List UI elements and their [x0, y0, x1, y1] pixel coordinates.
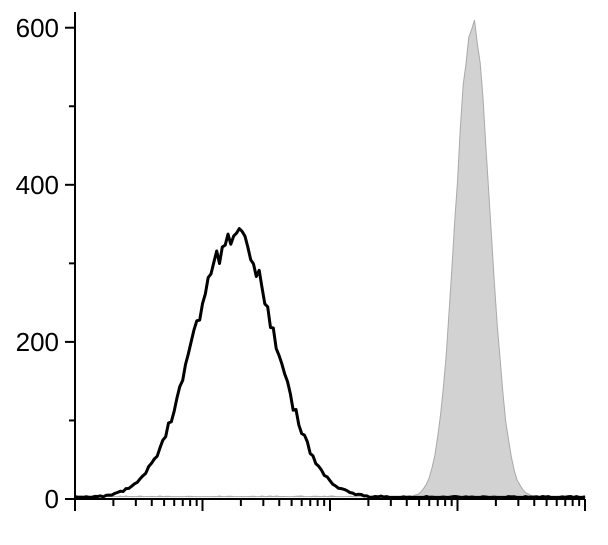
- y-tick-label: 200: [16, 327, 59, 357]
- y-tick-label: 600: [16, 13, 59, 43]
- chart-svg: 0 200 400 600: [0, 0, 608, 545]
- y-tick-label: 400: [16, 170, 59, 200]
- flow-cytometry-histogram: 0 200 400 600: [0, 0, 608, 545]
- y-tick-label: 0: [45, 484, 59, 514]
